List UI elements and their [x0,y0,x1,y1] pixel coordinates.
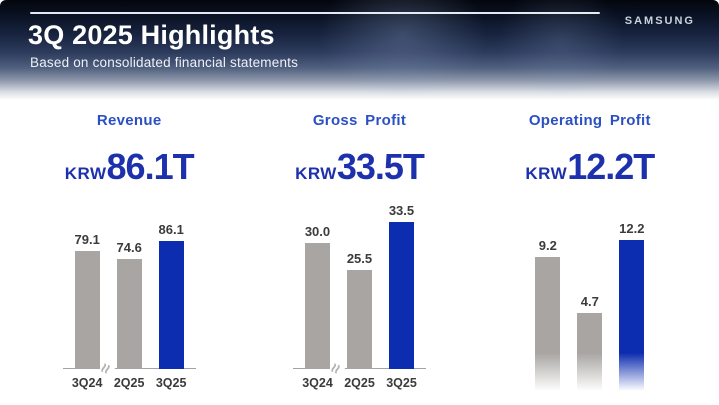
category-label: 3Q24 [302,376,333,390]
bar [577,313,603,391]
header-banner: SAMSUNG 3Q 2025 Highlights Based on cons… [0,0,719,100]
bar-value-label: 12.2 [619,221,645,236]
bar-column: 86.1 3Q25 [155,222,187,391]
category-label: 2Q25 [113,376,145,390]
metric-panel: Operating Profit KRW 12.2T 9.2 4.7 12.2 [475,100,705,391]
bar-highlighted [619,240,645,391]
bar-value-label: 30.0 [304,224,331,239]
bar [535,257,561,391]
panel-title: Revenue [96,112,162,129]
bar-chart: 9.2 4.7 12.2 [535,221,644,391]
headline-amount: KRW 12.2T [525,146,655,188]
category-label: 3Q24 [71,376,103,390]
bar-column: 25.5 2Q25 [344,251,375,391]
amount-value: 33.5T [336,146,425,187]
amount-value: 86.1T [106,146,195,187]
bar-chart: ≈ 79.1 3Q24 74.6 2Q25 86.1 3Q25 [62,222,196,391]
amount-value: 12.2T [567,146,655,187]
headline-amount: KRW 33.5T [295,146,425,188]
currency-label: KRW [525,164,568,183]
bar-column: 4.7 [577,294,603,391]
panels: Revenue KRW 86.1T ≈ 79.1 3Q24 74.6 2Q25 86.1… [14,100,705,391]
panel-title: Gross Profit [312,112,407,129]
bar [304,243,330,369]
bar-highlighted [158,241,184,369]
bar-column: 74.6 2Q25 [113,240,145,391]
bar-column: 30.0 3Q24 [302,224,333,391]
bar-value-label: 9.2 [538,238,557,253]
bar-value-label: 4.7 [580,294,599,309]
bar-column: 9.2 [535,238,561,391]
bar-column: 12.2 [619,221,644,391]
category-label: 3Q25 [155,376,187,390]
bar-column: 33.5 3Q25 [386,203,417,391]
header-divider-line [30,12,600,14]
bar-value-label: 33.5 [388,203,415,218]
bar-column: 79.1 3Q24 [71,232,103,391]
currency-label: KRW [64,164,107,183]
samsung-logo: SAMSUNG [624,15,695,27]
bar [74,251,100,369]
panel-title: Operating Profit [528,112,651,129]
bar-value-label: 25.5 [346,251,373,266]
bar-chart: ≈ 30.0 3Q24 25.5 2Q25 33.5 3Q25 [292,203,426,391]
category-label: 2Q25 [344,376,375,390]
bar-value-label: 86.1 [158,222,184,237]
headline-amount: KRW 86.1T [64,146,195,188]
bar-value-label: 79.1 [74,232,100,247]
bar-value-label: 74.6 [116,240,142,255]
bar [116,259,142,369]
currency-label: KRW [295,164,337,183]
page-title: 3Q 2025 Highlights [28,20,275,50]
bar [346,270,372,369]
metric-panel: Gross Profit KRW 33.5T ≈ 30.0 3Q24 25.5 2Q2… [244,100,474,391]
category-label: 3Q25 [386,376,417,390]
bar-highlighted [388,222,414,369]
metric-panel: Revenue KRW 86.1T ≈ 79.1 3Q24 74.6 2Q25 86.1… [14,100,244,391]
page-subtitle: Based on consolidated financial statemen… [30,55,299,70]
